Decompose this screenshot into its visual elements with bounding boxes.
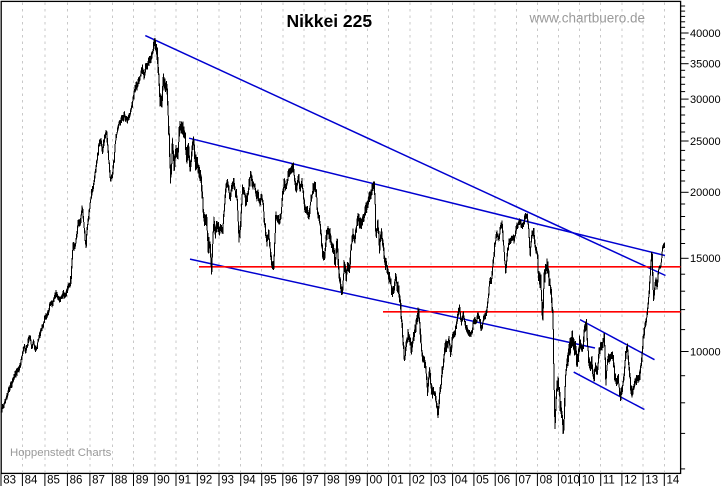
svg-text:83: 83 [3, 475, 16, 487]
svg-text:84: 84 [25, 475, 38, 487]
svg-text:93: 93 [221, 475, 234, 487]
svg-text:99: 99 [348, 475, 361, 487]
svg-text:86: 86 [70, 475, 83, 487]
svg-text:10: 10 [582, 475, 595, 487]
svg-text:08: 08 [540, 475, 553, 487]
svg-text:94: 94 [243, 475, 256, 487]
svg-text:35000: 35000 [690, 59, 721, 71]
svg-text:02: 02 [412, 475, 425, 487]
svg-text:10000: 10000 [690, 346, 721, 358]
svg-text:40000: 40000 [690, 28, 721, 40]
svg-text:88: 88 [115, 475, 128, 487]
svg-text:90: 90 [157, 475, 170, 487]
svg-text:20000: 20000 [690, 187, 721, 199]
svg-text:Hoppenstedt Charts: Hoppenstedt Charts [10, 447, 112, 459]
svg-text:85: 85 [47, 475, 60, 487]
svg-text:07: 07 [519, 475, 532, 487]
svg-text:95: 95 [264, 475, 277, 487]
svg-text:30000: 30000 [690, 94, 721, 106]
svg-text:03: 03 [433, 475, 446, 487]
svg-text:11: 11 [603, 475, 615, 487]
svg-text:25000: 25000 [690, 136, 721, 148]
svg-text:12: 12 [624, 475, 637, 487]
svg-text:96: 96 [285, 475, 298, 487]
svg-text:92: 92 [200, 475, 213, 487]
svg-text:87: 87 [92, 475, 105, 487]
svg-text:01: 01 [391, 475, 404, 487]
svg-text:91: 91 [178, 475, 191, 487]
svg-text:Nikkei 225: Nikkei 225 [287, 11, 373, 31]
svg-text:13: 13 [645, 475, 658, 487]
svg-text:00: 00 [370, 475, 383, 487]
svg-text:010: 010 [561, 475, 580, 487]
svg-text:14: 14 [667, 475, 680, 487]
svg-text:97: 97 [306, 475, 319, 487]
svg-text:www.chartbuero.de: www.chartbuero.de [529, 11, 646, 26]
svg-text:05: 05 [476, 475, 489, 487]
svg-text:06: 06 [497, 475, 510, 487]
svg-text:98: 98 [327, 475, 340, 487]
svg-text:15000: 15000 [690, 253, 721, 265]
svg-text:89: 89 [136, 475, 149, 487]
svg-text:04: 04 [455, 475, 468, 487]
